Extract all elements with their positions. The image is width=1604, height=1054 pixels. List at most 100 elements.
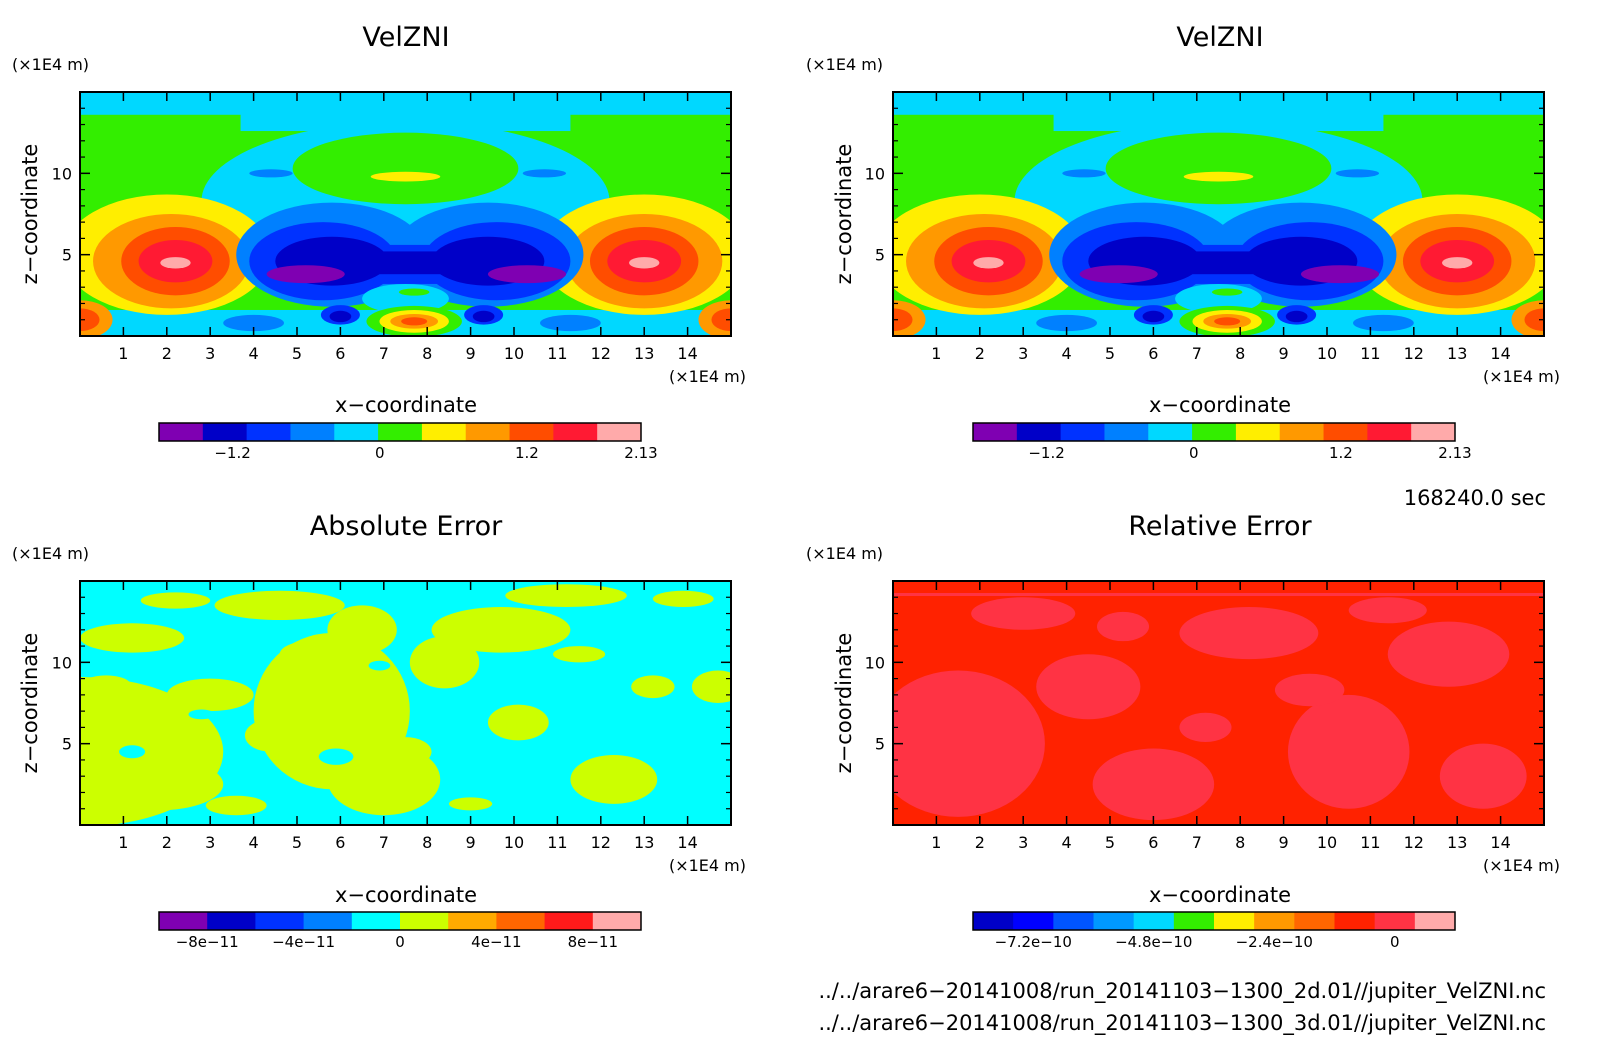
x-tick-label: 5 — [1105, 344, 1115, 363]
x-tick-label: 6 — [335, 833, 345, 852]
contour-region — [1092, 748, 1215, 821]
contour-region — [214, 590, 345, 621]
colorbar-tick-label: 4e−11 — [471, 933, 521, 951]
colorbar-swatch — [448, 912, 497, 930]
contour-region — [1062, 169, 1106, 178]
colorbar-frame — [158, 911, 642, 931]
colorbar: −7.2e−10 −4.8e−10 −2.4e−10 0 — [972, 911, 1456, 951]
panel-title: Relative Error — [1128, 511, 1312, 542]
x-tick-label: 13 — [634, 344, 654, 363]
plot-frame — [79, 91, 732, 337]
contour-region — [80, 675, 133, 699]
contour-region — [1348, 597, 1427, 624]
colorbar-swatch — [1093, 912, 1135, 930]
panel-title: VelZNI — [362, 22, 449, 53]
contour-region — [93, 758, 224, 811]
colorbar-swatch — [378, 423, 423, 441]
x-tick-label: 12 — [1404, 344, 1424, 363]
y-axis-label: z−coordinate — [18, 633, 42, 774]
y-tick-label: 10 — [865, 653, 885, 672]
contour-field — [80, 581, 731, 825]
contour-region — [893, 670, 1045, 817]
file-path-3d: ../../arare6−20141008/run_20141103−1300_… — [818, 1011, 1546, 1036]
x-tick-label: 7 — [379, 344, 389, 363]
contour-region — [652, 590, 714, 608]
colorbar-swatch — [207, 912, 256, 930]
x-tick-label: 2 — [162, 344, 172, 363]
x-tick-label: 2 — [162, 833, 172, 852]
panel-title: VelZNI — [1176, 22, 1263, 53]
contour-region — [80, 308, 100, 332]
contour-region — [244, 719, 297, 752]
contour-region — [1524, 308, 1544, 332]
colorbar-swatch — [1414, 912, 1456, 930]
contour-region — [327, 605, 397, 655]
x-tick-label: 10 — [1317, 833, 1337, 852]
y-tick-label: 5 — [62, 735, 72, 754]
y-axis-label: z−coordinate — [832, 144, 856, 285]
contour-region — [1285, 310, 1308, 323]
contour-region — [1300, 265, 1380, 284]
colorbar-swatch — [1254, 912, 1295, 930]
colorbar-swatch — [1148, 423, 1193, 441]
contour-region — [1036, 314, 1097, 332]
colorbar-swatch — [1192, 423, 1237, 441]
contour-region — [1287, 694, 1410, 809]
colorbar-frame — [158, 422, 642, 442]
x-axis-label: x−coordinate — [1149, 883, 1291, 907]
contour-region — [973, 257, 1004, 269]
x-tick-label: 10 — [1317, 344, 1337, 363]
x-tick-label: 14 — [1490, 833, 1510, 852]
colorbar-tick-label: −7.2e−10 — [995, 933, 1072, 951]
contour-region — [1079, 265, 1158, 284]
x-tick-label: 9 — [1279, 833, 1289, 852]
x-tick-label: 8 — [422, 833, 432, 852]
contour-region — [1442, 257, 1473, 269]
colorbar-swatch — [973, 912, 1014, 930]
contour-region — [1179, 712, 1232, 743]
colorbar-swatch — [496, 912, 546, 930]
contour-region — [971, 597, 1076, 630]
plot-frame — [892, 91, 1545, 337]
contour-region — [1439, 743, 1527, 809]
contour-region — [249, 169, 293, 178]
x-unit-label: (×1E4 m) — [669, 856, 746, 875]
colorbar-tick-label: −1.2 — [1028, 444, 1064, 462]
colorbar-swatch — [159, 423, 204, 441]
panel-title: Absolute Error — [310, 511, 503, 542]
contour-region — [691, 670, 731, 703]
x-tick-label: 5 — [292, 344, 302, 363]
contour-field — [893, 92, 1544, 336]
x-tick-label: 11 — [1360, 344, 1380, 363]
contour-region — [1274, 673, 1345, 707]
colorbar-swatch — [202, 423, 248, 441]
x-tick-label: 1 — [931, 344, 941, 363]
x-unit-label: (×1E4 m) — [1483, 856, 1560, 875]
colorbar-swatch — [1334, 912, 1376, 930]
x-tick-label: 4 — [249, 833, 259, 852]
contour-region — [505, 584, 627, 608]
x-tick-label: 6 — [1148, 344, 1158, 363]
contour-region — [80, 623, 185, 653]
x-tick-label: 1 — [118, 833, 128, 852]
colorbar-swatch — [159, 912, 208, 930]
x-tick-label: 1 — [118, 344, 128, 363]
y-axis-label: z−coordinate — [18, 144, 42, 285]
colorbar-swatch — [246, 423, 291, 441]
colorbar-swatch — [1367, 423, 1412, 441]
colorbar: −1.2 0 1.2 2.13 — [158, 422, 658, 462]
x-tick-label: 4 — [1062, 344, 1072, 363]
x-tick-label: 10 — [504, 833, 524, 852]
contour-region — [1214, 317, 1241, 326]
colorbar-swatch — [1173, 912, 1215, 930]
contour-region — [329, 310, 352, 323]
contour-region — [140, 592, 211, 609]
contour-region — [431, 607, 571, 653]
colorbar-swatch — [351, 912, 401, 930]
colorbar-swatch — [1060, 423, 1105, 441]
colorbar-swatch — [1013, 912, 1054, 930]
colorbar-swatch — [1133, 912, 1175, 930]
y-tick-label: 10 — [52, 164, 72, 183]
colorbar-tick-label: 0 — [1189, 444, 1199, 462]
